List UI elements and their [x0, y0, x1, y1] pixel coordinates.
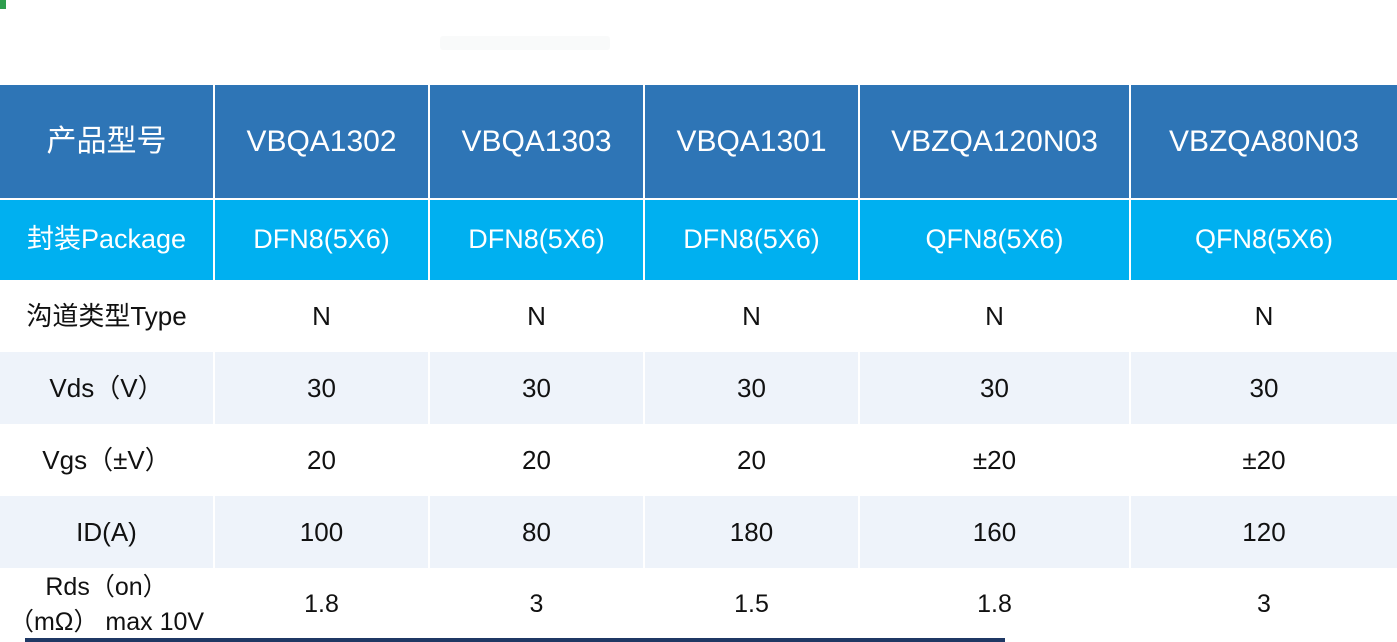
cell-rds-4: 1.8 — [860, 568, 1131, 642]
table-row-rds-on: Rds（on）（mΩ） max 10V 1.8 3 1.5 1.8 3 — [0, 568, 1397, 642]
row-label-channel-type: 沟道类型Type — [0, 280, 215, 352]
header-cell-product-5: VBZQA80N03 — [1131, 85, 1397, 200]
cell-rds-1: 1.8 — [215, 568, 430, 642]
cell-vds-5: 30 — [1131, 352, 1397, 424]
cell-type-3: N — [645, 280, 860, 352]
cell-package-4: QFN8(5X6) — [860, 200, 1131, 280]
corner-artifact — [0, 0, 6, 9]
cell-vgs-3: 20 — [645, 424, 860, 496]
cell-vds-1: 30 — [215, 352, 430, 424]
cell-vgs-4: ±20 — [860, 424, 1131, 496]
table-row-id: ID(A) 100 80 180 160 120 — [0, 496, 1397, 568]
header-cell-product-3: VBQA1301 — [645, 85, 860, 200]
cell-vds-4: 30 — [860, 352, 1131, 424]
cell-package-5: QFN8(5X6) — [1131, 200, 1397, 280]
faint-watermark — [440, 36, 610, 50]
table-row-vgs: Vgs（±V） 20 20 20 ±20 ±20 — [0, 424, 1397, 496]
cell-rds-2: 3 — [430, 568, 645, 642]
cell-type-4: N — [860, 280, 1131, 352]
row-label-vds: Vds（V） — [0, 352, 215, 424]
cell-vgs-5: ±20 — [1131, 424, 1397, 496]
row-label-rds-on: Rds（on）（mΩ） max 10V — [0, 568, 215, 642]
cell-type-2: N — [430, 280, 645, 352]
row-label-vgs: Vgs（±V） — [0, 424, 215, 496]
cell-id-4: 160 — [860, 496, 1131, 568]
cell-id-1: 100 — [215, 496, 430, 568]
cell-vgs-1: 20 — [215, 424, 430, 496]
table-row-package: 封装Package DFN8(5X6) DFN8(5X6) DFN8(5X6) … — [0, 200, 1397, 280]
cell-vgs-2: 20 — [430, 424, 645, 496]
row-label-package: 封装Package — [0, 200, 215, 280]
product-spec-table: 产品型号 VBQA1302 VBQA1303 VBQA1301 VBZQA120… — [0, 85, 1397, 642]
cell-id-3: 180 — [645, 496, 860, 568]
cell-id-2: 80 — [430, 496, 645, 568]
cell-vds-3: 30 — [645, 352, 860, 424]
cell-type-5: N — [1131, 280, 1397, 352]
cell-package-3: DFN8(5X6) — [645, 200, 860, 280]
cell-id-5: 120 — [1131, 496, 1397, 568]
table-row-channel-type: 沟道类型Type N N N N N — [0, 280, 1397, 352]
cell-package-2: DFN8(5X6) — [430, 200, 645, 280]
cell-rds-5: 3 — [1131, 568, 1397, 642]
header-cell-product-1: VBQA1302 — [215, 85, 430, 200]
table-header-row: 产品型号 VBQA1302 VBQA1303 VBQA1301 VBZQA120… — [0, 85, 1397, 200]
table-row-vds: Vds（V） 30 30 30 30 30 — [0, 352, 1397, 424]
cell-type-1: N — [215, 280, 430, 352]
header-cell-product-4: VBZQA120N03 — [860, 85, 1131, 200]
header-cell-product-2: VBQA1303 — [430, 85, 645, 200]
cutoff-next-row-edge — [25, 638, 1005, 642]
header-cell-row-label: 产品型号 — [0, 85, 215, 200]
row-label-id: ID(A) — [0, 496, 215, 568]
cell-rds-3: 1.5 — [645, 568, 860, 642]
cell-package-1: DFN8(5X6) — [215, 200, 430, 280]
cell-vds-2: 30 — [430, 352, 645, 424]
